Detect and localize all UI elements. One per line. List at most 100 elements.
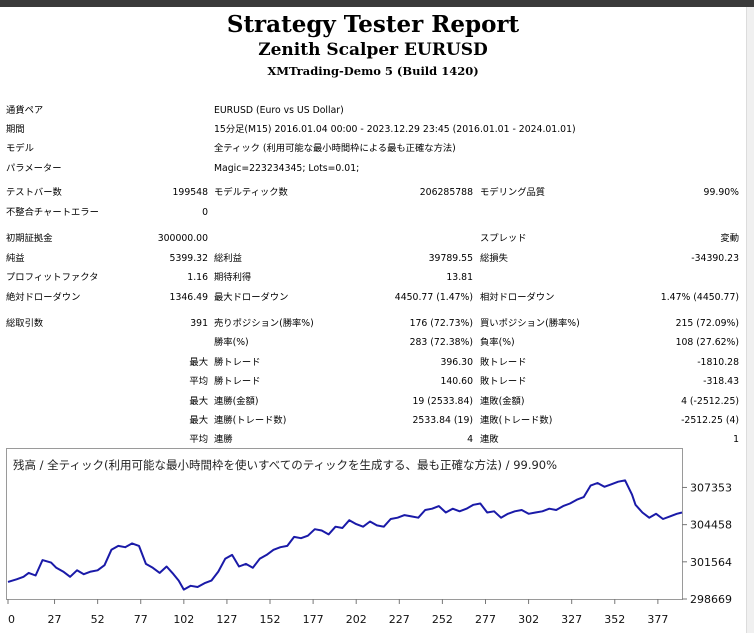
ticks-value: 206285788: [419, 187, 473, 198]
total-trades-label: 総取引数: [6, 318, 44, 329]
y-tick-label: 307353: [690, 481, 732, 494]
total-trades-value: 391: [190, 318, 208, 329]
parameters-label: パラメーター: [6, 163, 62, 174]
expected-payoff-label: 期待利得: [214, 272, 252, 283]
chart-background: [6, 448, 746, 633]
parameters-value: Magic=223234345; Lots=0.01;: [214, 163, 360, 174]
gross-loss-value: -34390.23: [691, 253, 739, 264]
loss-trades-value: 108 (27.62%): [675, 337, 739, 348]
model-value: 全ティック (利用可能な最小時間枠による最も正確な方法): [214, 143, 456, 154]
long-positions-label: 買いポジション(勝率%): [480, 318, 580, 329]
vertical-scrollbar[interactable]: [746, 7, 754, 633]
x-tick-label: 127: [216, 613, 237, 626]
x-axis-ticks: 0 27 52 77 102 127 152 177 202 227 252 277 302 327 352…: [8, 613, 668, 626]
x-tick-label: 27: [48, 613, 62, 626]
x-tick-label: 352: [604, 613, 625, 626]
average-prefix: 平均: [189, 376, 208, 387]
errors-label: 不整合チャートエラー: [6, 207, 99, 218]
balance-chart: 残高 / 全ティック(利用可能な最小時間枠を使いすべてのティックを生成する、最も…: [6, 448, 746, 633]
maximal-dd-label: 最大ドローダウン: [214, 292, 289, 303]
x-tick-label: 152: [260, 613, 281, 626]
spread-label: スプレッド: [480, 233, 527, 244]
largest-loss-value: -1810.28: [697, 357, 739, 368]
consecutive-wins-trades-label: 連勝(トレード数): [214, 415, 287, 426]
model-label: モデル: [6, 143, 34, 154]
long-positions-value: 215 (72.09%): [675, 318, 739, 329]
x-tick-label: 0: [8, 613, 15, 626]
consecutive-wins-amount-label: 連勝(金額): [214, 396, 259, 407]
largest-win-label: 勝トレード: [214, 357, 261, 368]
ticks-label: モデルティック数: [214, 187, 288, 198]
x-tick-label: 52: [91, 613, 105, 626]
server-build: XMTrading-Demo 5 (Build 1420): [267, 64, 479, 78]
average-loss-value: -318.43: [703, 376, 739, 387]
average-consecutive-losses-value: 1: [733, 434, 739, 445]
average-consecutive-wins-label: 連勝: [214, 434, 233, 445]
gross-loss-label: 総損失: [480, 253, 508, 264]
deposit-value: 300000.00: [157, 233, 208, 244]
largest-prefix: 最大: [189, 357, 208, 368]
average-loss-label: 敗トレード: [480, 376, 527, 387]
maximal-dd-value: 4450.77 (1.47%): [394, 292, 473, 303]
window-top-bar: [0, 0, 754, 7]
modelling-quality-label: モデリング品質: [480, 187, 546, 198]
consecutive-losses-amount-value: 4 (-2512.25): [681, 396, 739, 407]
y-tick-label: 304458: [690, 519, 732, 532]
largest-loss-label: 敗トレード: [480, 357, 527, 368]
gross-profit-value: 39789.55: [428, 253, 473, 264]
x-tick-label: 77: [134, 613, 148, 626]
max-consecutive-trades-prefix: 最大: [189, 415, 208, 426]
period-label: 期間: [6, 124, 25, 135]
profit-trades-value: 283 (72.38%): [409, 337, 473, 348]
relative-dd-label: 相対ドローダウン: [480, 292, 555, 303]
x-tick-label: 177: [303, 613, 324, 626]
consecutive-losses-trades-label: 連敗(トレード数): [480, 415, 553, 426]
x-tick-label: 202: [346, 613, 367, 626]
symbol-label: 通貨ペア: [6, 105, 44, 116]
x-tick-label: 102: [173, 613, 194, 626]
net-profit-label: 純益: [6, 253, 25, 264]
y-axis-ticks: 307353 304458 301564 298669: [690, 481, 732, 606]
deposit-label: 初期証拠金: [6, 233, 53, 244]
balance-series-line: [7, 479, 683, 591]
consecutive-wins-trades-value: 2533.84 (19): [412, 415, 473, 426]
expert-name: Zenith Scalper EURUSD: [258, 40, 488, 60]
consecutive-wins-amount-value: 19 (2533.84): [412, 396, 473, 407]
period-value: 15分足(M15) 2016.01.04 00:00 - 2023.12.29 …: [214, 124, 576, 135]
x-tick-label: 252: [432, 613, 453, 626]
gross-profit-label: 総利益: [214, 253, 242, 264]
chart-grid: [7, 486, 687, 604]
symbol-value: EURUSD (Euro vs US Dollar): [214, 105, 344, 116]
average-win-value: 140.60: [440, 376, 473, 387]
profit-trades-label: 勝率(%): [214, 337, 249, 348]
y-tick-label: 298669: [690, 593, 732, 606]
loss-trades-label: 負率(%): [480, 337, 515, 348]
net-profit-value: 5399.32: [169, 253, 208, 264]
relative-dd-value: 1.47% (4450.77): [660, 292, 739, 303]
x-tick-label: 377: [647, 613, 668, 626]
bars-label: テストバー数: [6, 187, 62, 198]
absolute-dd-value: 1346.49: [169, 292, 208, 303]
bars-value: 199548: [172, 187, 209, 198]
errors-value: 0: [202, 207, 208, 218]
profit-factor-label: プロフィットファクタ: [6, 272, 99, 283]
x-tick-label: 327: [561, 613, 582, 626]
average-consecutive-prefix: 平均: [189, 434, 208, 445]
average-win-label: 勝トレード: [214, 376, 261, 387]
profit-factor-value: 1.16: [187, 272, 208, 283]
short-positions-label: 売りポジション(勝率%): [214, 318, 314, 329]
x-tick-label: 277: [475, 613, 496, 626]
spread-value: 変動: [720, 233, 739, 244]
max-consecutive-amount-prefix: 最大: [189, 396, 208, 407]
consecutive-losses-amount-label: 連敗(金額): [480, 396, 525, 407]
x-tick-label: 302: [518, 613, 539, 626]
plot-frame: [6, 448, 683, 600]
modelling-quality-value: 99.90%: [703, 187, 739, 198]
y-tick-label: 301564: [690, 556, 732, 569]
x-tick-label: 227: [389, 613, 410, 626]
report-title: Strategy Tester Report: [226, 11, 520, 38]
largest-win-value: 396.30: [440, 357, 473, 368]
expected-payoff-value: 13.81: [446, 272, 473, 283]
average-consecutive-losses-label: 連敗: [480, 434, 499, 445]
consecutive-losses-trades-value: -2512.25 (4): [681, 415, 739, 426]
